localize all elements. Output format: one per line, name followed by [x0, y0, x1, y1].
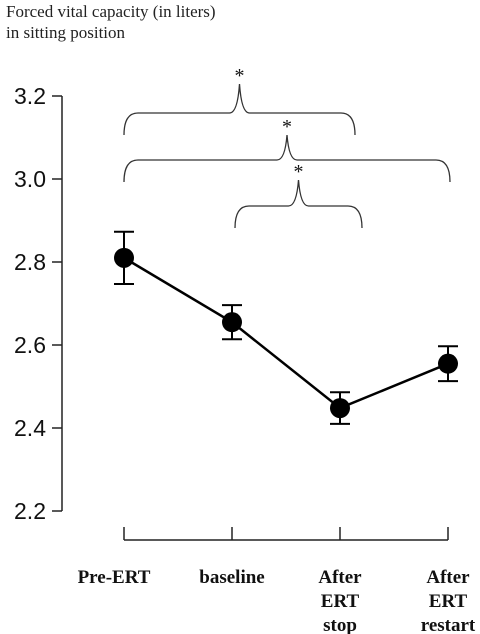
- x-tick-label: baseline: [199, 567, 264, 588]
- significance-bracket: [123, 83, 356, 136]
- y-tick-label: 2.6: [14, 332, 46, 358]
- x-tick-label-line: ERT: [321, 591, 360, 612]
- y-axis: 2.2 2.4 2.6 2.8 3.0 3.2: [14, 83, 63, 524]
- significance-brackets: * * *: [123, 65, 451, 229]
- x-tick-label-line: Pre-ERT: [78, 567, 151, 588]
- y-tick-label: 3.0: [14, 166, 46, 192]
- x-tick-label-line: After: [318, 567, 362, 588]
- x-tick-label-line: stop: [323, 615, 357, 634]
- data-point: [330, 398, 350, 419]
- significance-star: *: [294, 161, 304, 183]
- x-tick-label-line: After: [426, 567, 470, 588]
- chart-title: Forced vital capacity (in liters) in sit…: [6, 2, 216, 42]
- x-axis: Pre-ERT baseline After ERT stop After ERT resta…: [78, 527, 476, 634]
- plot-area: [114, 230, 458, 425]
- significance-star: *: [235, 65, 245, 87]
- data-point: [114, 247, 134, 268]
- data-point: [438, 353, 458, 374]
- significance-star: *: [282, 116, 292, 138]
- y-tick-label: 2.4: [14, 415, 46, 441]
- significance-bracket: [123, 134, 451, 183]
- x-tick-label-line: baseline: [199, 567, 264, 588]
- chart-title-line-2: in sitting position: [6, 23, 126, 42]
- x-tick-label-line: ERT: [429, 591, 468, 612]
- chart-title-line-1: Forced vital capacity (in liters): [6, 2, 216, 21]
- y-tick-label: 2.2: [14, 498, 46, 524]
- x-tick-label: Pre-ERT: [78, 567, 151, 588]
- data-point: [222, 312, 242, 333]
- x-tick-label: After ERT restart: [421, 567, 476, 634]
- x-tick-label: After ERT stop: [318, 567, 362, 634]
- y-tick-label: 2.8: [14, 249, 46, 275]
- y-tick-label: 3.2: [14, 83, 46, 109]
- series-line: [123, 256, 449, 410]
- x-tick-label-line: restart: [421, 615, 476, 634]
- significance-bracket: [234, 179, 363, 229]
